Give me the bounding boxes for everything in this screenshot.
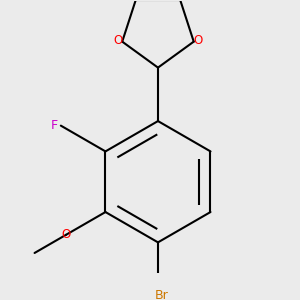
Text: O: O <box>114 34 123 46</box>
Text: O: O <box>193 34 203 46</box>
Text: Br: Br <box>154 289 168 300</box>
Text: O: O <box>61 228 71 241</box>
Text: F: F <box>51 119 58 132</box>
